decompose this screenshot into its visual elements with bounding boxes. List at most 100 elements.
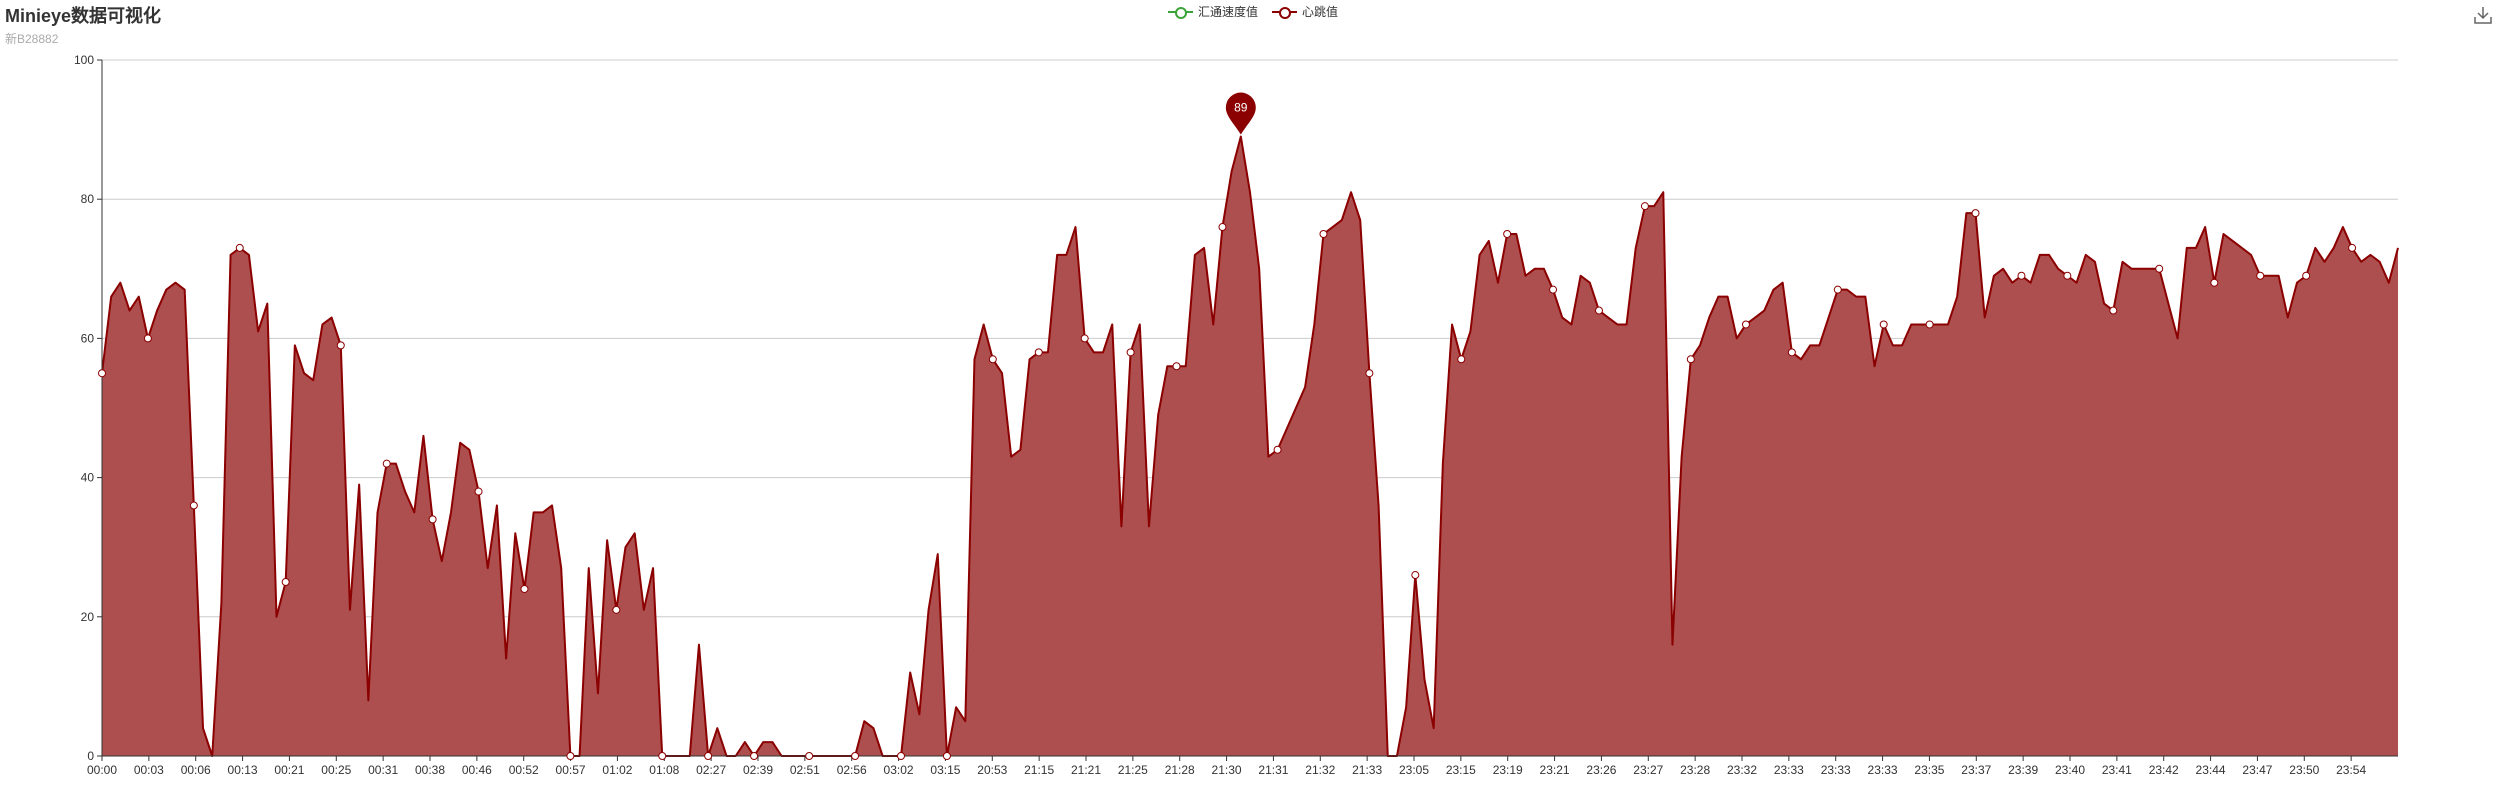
data-point — [2302, 271, 2311, 280]
data-point — [704, 752, 713, 760]
data-point — [1365, 369, 1374, 378]
x-tick-label: 00:21 — [274, 763, 304, 777]
legend: 汇通速度值 心跳值 — [1168, 3, 1338, 20]
x-tick-label: 23:21 — [1540, 763, 1570, 777]
max-value-label: 89 — [1234, 101, 1248, 115]
x-tick-label: 23:05 — [1399, 763, 1429, 777]
legend-circle-line-icon — [1272, 5, 1298, 19]
data-point — [1971, 209, 1980, 218]
x-tick-label: 01:02 — [602, 763, 632, 777]
data-point — [1741, 320, 1750, 329]
data-point — [2017, 271, 2026, 280]
x-tick-label: 00:46 — [462, 763, 492, 777]
series-line — [101, 135, 2399, 757]
data-point — [2210, 278, 2219, 287]
x-tick-label: 21:32 — [1305, 763, 1335, 777]
x-tick-label: 00:57 — [556, 763, 586, 777]
y-tick-label: 20 — [81, 610, 95, 624]
x-tick-label: 02:27 — [696, 763, 726, 777]
x-tick-label: 01:08 — [649, 763, 679, 777]
y-tick-label: 0 — [87, 749, 94, 763]
x-tick-label: 23:40 — [2055, 763, 2085, 777]
data-point — [1594, 306, 1603, 315]
data-point — [658, 752, 667, 760]
x-tick-label: 20:53 — [977, 763, 1007, 777]
x-tick-label: 21:15 — [1024, 763, 1054, 777]
legend-item-speed[interactable]: 汇通速度值 — [1168, 3, 1258, 20]
data-point — [1925, 320, 1934, 329]
data-point — [1218, 223, 1227, 232]
data-point — [2256, 271, 2265, 280]
y-tick-label: 40 — [81, 471, 95, 485]
x-tick-label: 02:39 — [743, 763, 773, 777]
legend-item-heartbeat[interactable]: 心跳值 — [1272, 3, 1338, 20]
data-point — [382, 459, 391, 468]
y-tick-label: 80 — [81, 192, 95, 206]
data-point — [988, 355, 997, 364]
x-tick-label: 03:02 — [884, 763, 914, 777]
x-tick-label: 23:33 — [1774, 763, 1804, 777]
x-tick-label: 21:21 — [1071, 763, 1101, 777]
data-point — [428, 515, 437, 524]
max-value-pin — [1225, 92, 1256, 135]
series-area — [102, 136, 2398, 756]
x-tick-label: 23:50 — [2289, 763, 2319, 777]
chart-title: Minieye数据可视化 — [5, 6, 162, 26]
legend-label-heartbeat: 心跳值 — [1302, 5, 1339, 19]
chart-subtitle: 新B28882 — [5, 32, 59, 46]
x-tick-label: 23:54 — [2336, 763, 2366, 777]
data-point — [1126, 348, 1135, 357]
x-tick-label: 00:31 — [368, 763, 398, 777]
data-point — [750, 752, 759, 760]
x-tick-label: 23:15 — [1446, 763, 1476, 777]
data-point — [1273, 445, 1282, 454]
x-tick-label: 21:25 — [1118, 763, 1148, 777]
x-tick-label: 00:03 — [134, 763, 164, 777]
x-tick-label: 00:06 — [181, 763, 211, 777]
data-point — [1503, 230, 1512, 238]
data-point — [897, 752, 906, 760]
data-point — [1833, 285, 1842, 294]
x-tick-label: 00:38 — [415, 763, 445, 777]
data-point — [2155, 264, 2164, 273]
x-tick-label: 02:56 — [837, 763, 867, 777]
data-point — [1457, 355, 1466, 364]
download-button[interactable] — [2472, 4, 2494, 26]
x-tick-label: 23:44 — [2196, 763, 2226, 777]
y-tick-label: 100 — [74, 53, 94, 67]
data-point — [1787, 348, 1796, 357]
data-point — [2109, 306, 2118, 315]
y-tick-label: 60 — [81, 331, 95, 345]
x-tick-label: 21:28 — [1165, 763, 1195, 777]
x-tick-label: 23:28 — [1680, 763, 1710, 777]
data-point — [235, 243, 244, 252]
legend-circle-line-icon — [1168, 5, 1193, 19]
data-point — [1640, 202, 1649, 211]
x-tick-label: 02:51 — [790, 763, 820, 777]
data-point — [520, 584, 529, 593]
x-tick-label: 23:39 — [2008, 763, 2038, 777]
x-tick-label: 23:41 — [2102, 763, 2132, 777]
data-point — [1879, 320, 1888, 329]
x-tick-label: 21:30 — [1212, 763, 1242, 777]
data-point — [1034, 348, 1043, 357]
data-point — [143, 334, 152, 343]
x-tick-label: 00:00 — [87, 763, 117, 777]
data-point — [2063, 271, 2072, 280]
x-tick-label: 03:15 — [930, 763, 960, 777]
x-tick-label: 00:52 — [509, 763, 539, 777]
data-point — [1411, 571, 1420, 580]
x-tick-label: 23:42 — [2149, 763, 2179, 777]
x-tick-label: 23:26 — [1586, 763, 1616, 777]
data-point — [1686, 355, 1695, 364]
data-point — [1172, 362, 1181, 371]
data-point — [851, 752, 860, 760]
x-tick-label: 23:32 — [1727, 763, 1757, 777]
x-tick-label: 21:33 — [1352, 763, 1382, 777]
data-point — [336, 341, 345, 350]
data-point — [2348, 243, 2357, 252]
data-point — [474, 487, 483, 496]
data-point — [281, 578, 290, 586]
x-tick-label: 23:19 — [1493, 763, 1523, 777]
